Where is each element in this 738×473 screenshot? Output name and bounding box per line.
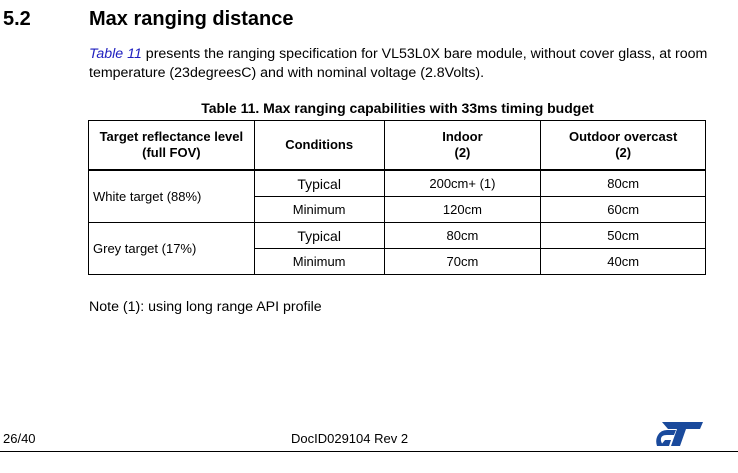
page-number: 26/40 — [3, 431, 36, 446]
section-title: Max ranging distance — [89, 8, 294, 30]
cell-outdoor: 80cm — [540, 169, 706, 197]
cell-condition: Minimum — [253, 196, 385, 223]
ranging-table: Target reflectance level (full FOV) Condi… — [88, 120, 706, 275]
table-reference-link[interactable]: Table 11 — [89, 46, 142, 62]
table-row: Grey target (17%) Typical 80cm 50cm — [88, 222, 706, 275]
cell-outdoor: 40cm — [540, 248, 706, 275]
intro-text: presents the ranging specification for V… — [89, 46, 708, 81]
cell-outdoor: 50cm — [540, 222, 706, 249]
section-number: 5.2 — [3, 8, 31, 30]
st-logo-icon — [656, 422, 703, 446]
cell-indoor: 120cm — [383, 196, 542, 223]
cell-indoor: 80cm — [383, 222, 542, 249]
header-outdoor: Outdoor overcast (2) — [540, 120, 706, 171]
cell-condition: Typical — [253, 222, 385, 249]
cell-target: Grey target (17%) — [88, 222, 255, 275]
cell-condition: Typical — [253, 169, 385, 197]
header-indoor: Indoor (2) — [383, 120, 542, 171]
header-conditions: Conditions — [253, 120, 385, 171]
cell-indoor: 70cm — [383, 248, 542, 275]
table-row: White target (88%) Typical 200cm+ (1) 80… — [88, 169, 706, 223]
footer-divider — [0, 451, 738, 452]
table-row: Minimum 120cm 60cm — [89, 196, 706, 223]
table-caption: Table 11. Max ranging capabilities with … — [201, 100, 594, 116]
table-row: Minimum 70cm 40cm — [89, 248, 706, 275]
document-id: DocID029104 Rev 2 — [291, 431, 409, 446]
table-header-row: Target reflectance level (full FOV) Condi… — [88, 120, 706, 171]
cell-target: White target (88%) — [88, 169, 255, 223]
cell-condition: Minimum — [253, 248, 385, 275]
header-target-reflectance: Target reflectance level (full FOV) — [88, 120, 255, 171]
cell-indoor: 200cm+ (1) — [383, 169, 542, 197]
intro-paragraph: Table 11 presents the ranging specificat… — [89, 45, 729, 82]
cell-outdoor: 60cm — [540, 196, 706, 223]
note-text: Note (1): using long range API profile — [89, 299, 322, 315]
